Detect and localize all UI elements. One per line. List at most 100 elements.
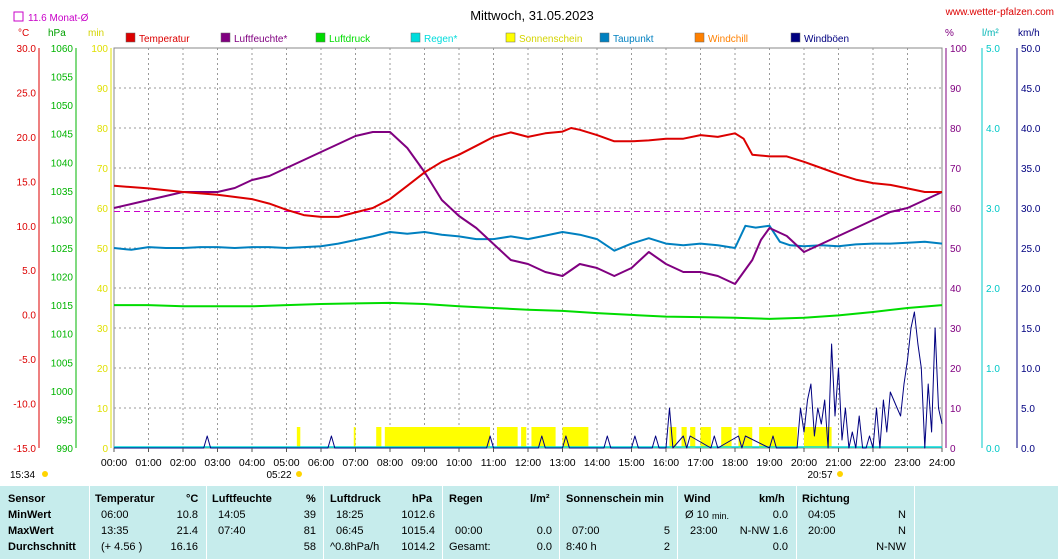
col-divider	[442, 486, 443, 559]
hdr-lf-unit: %	[306, 493, 316, 505]
humidity-axis-tick-label: 60	[950, 204, 962, 215]
min-wind-sub: min.	[712, 511, 730, 521]
temperature-axis-tick-label: 25.0	[17, 88, 37, 99]
row-label-min: MinWert	[8, 509, 52, 521]
sunshine-axis-tick-label: 70	[97, 164, 109, 175]
max-regen-value: 0.0	[536, 525, 552, 537]
avg-regen-label: Gesamt:	[449, 541, 491, 553]
wind-axis-tick-label: 30.0	[1021, 204, 1041, 215]
pressure-axis-tick-label: 1005	[51, 358, 74, 369]
x-tick-label: 11:00	[481, 457, 507, 469]
pressure-axis-tick-label: 1000	[51, 387, 74, 398]
avg-dir-value: N-NW	[876, 541, 906, 553]
monat-marker-icon	[13, 11, 24, 22]
wind-axis-tick-label: 15.0	[1021, 324, 1041, 335]
pressure-axis-tick-label: 1060	[51, 44, 74, 55]
sunshine-bar	[804, 427, 832, 448]
pressure-axis-tick-label: 1040	[51, 158, 74, 169]
series-line-temperatur	[113, 127, 942, 218]
x-tick-label: 12:00	[515, 457, 541, 469]
sunshine-bar	[384, 427, 491, 448]
x-tick-label: 24:00	[929, 457, 955, 469]
max-regen-time: 00:00	[455, 525, 483, 537]
min-dir-time: 04:05	[808, 509, 836, 521]
avg-ld-value: 1014.2	[401, 541, 435, 553]
temperature-axis-tick-label: 20.0	[17, 133, 37, 144]
chart-legend: Temperatur Luftfeuchte* Luftdruck Regen* Son…	[125, 32, 849, 45]
min-dir-value: N	[898, 509, 906, 521]
stamp-label: 15:34	[10, 470, 35, 481]
wind-axis-tick-label: 35.0	[1021, 164, 1041, 175]
rain-axis-tick-label: 0.0	[986, 444, 1000, 455]
legend-swatch	[125, 32, 136, 43]
legend-swatch	[220, 32, 231, 43]
pressure-axis-tick-label: 1010	[51, 330, 74, 341]
x-tick-label: 07:00	[342, 457, 368, 469]
rain-axis-tick-label: 3.0	[986, 204, 1000, 215]
min-wind-time: Ø 10	[685, 509, 709, 521]
sunshine-bar	[376, 427, 382, 448]
legend-swatch	[599, 32, 610, 43]
avg-sonne-total: 8:40 h	[566, 541, 597, 553]
col-divider	[89, 486, 90, 559]
right-axes: 10090807060504030201005.04.03.02.01.00.0…	[945, 44, 1041, 455]
x-tick-label: 03:00	[204, 457, 230, 469]
avg-ld-trend: ^0.8hPa/h	[330, 541, 380, 553]
avg-sonne-value: 2	[663, 541, 670, 553]
legend-label: Windchill	[708, 34, 748, 45]
x-tick-label: 01:00	[135, 457, 161, 469]
legend-label: Taupunkt	[613, 34, 654, 45]
rain-axis-tick-label: 1.0	[986, 364, 1000, 375]
humidity-axis-tick-label: 10	[950, 404, 962, 415]
sunshine-bar	[669, 427, 677, 448]
sunshine-axis-tick-label: 10	[97, 404, 109, 415]
x-axis-labels: 00:00 01:00 02:00 03:00 04:00 05:00 06:00 07:00…	[101, 448, 955, 469]
x-tick-label: 09:00	[411, 457, 437, 469]
sunshine-bar	[700, 427, 711, 448]
x-tick-label: 15:00	[618, 457, 644, 469]
max-dir-time: 20:00	[808, 525, 836, 537]
wind-axis-tick-label: 0.0	[1021, 444, 1035, 455]
temperature-axis-tick-label: -10.0	[13, 400, 36, 411]
max-sonne-time: 07:00	[572, 525, 600, 537]
x-tick-label: 10:00	[446, 457, 472, 469]
site-link[interactable]: www.wetter-pfalzen.com	[945, 7, 1054, 18]
temperature-axis-tick-label: 0.0	[22, 311, 36, 322]
temperature-axis-tick-label: 10.0	[17, 222, 37, 233]
series-line-taupunkt	[113, 224, 943, 252]
unit-hpa: hPa	[48, 28, 66, 39]
min-temp-time: 06:00	[101, 509, 129, 521]
legend-swatch	[410, 32, 421, 43]
sunshine-axis-tick-label: 20	[97, 364, 109, 375]
hdr-temp-unit: °C	[186, 493, 199, 505]
x-tick-label: 19:00	[756, 457, 782, 469]
sunshine-axis-tick-label: 40	[97, 284, 109, 295]
pressure-axis-tick-label: 1030	[51, 215, 74, 226]
series-line-luftdruck	[114, 301, 943, 320]
x-tick-label: 22:00	[860, 457, 886, 469]
humidity-axis-tick-label: 70	[950, 164, 962, 175]
x-tick-label: 16:00	[653, 457, 679, 469]
x-tick-label: 17:00	[687, 457, 713, 469]
sunshine-axis-tick-label: 100	[91, 44, 108, 55]
unit-celsius: °C	[18, 28, 29, 39]
sunshine-bar	[296, 427, 301, 448]
sunshine-bar	[562, 427, 589, 448]
row-label-max: MaxWert	[8, 525, 54, 537]
legend-label: Regen*	[424, 34, 457, 45]
legend-label: Sonnenschein	[519, 34, 582, 45]
wind-axis-tick-label: 40.0	[1021, 124, 1041, 135]
pressure-axis-tick-label: 1015	[51, 301, 74, 312]
min-wind-value: 0.0	[772, 509, 788, 521]
hdr-regen: Regen	[449, 493, 483, 505]
legend-swatch	[505, 32, 516, 43]
series-line-luftfeuchte	[113, 131, 943, 285]
plot-grid	[113, 47, 943, 449]
avg-temp-delta: (+ 4.56 )	[101, 541, 143, 553]
rain-axis-tick-label: 4.0	[986, 124, 1000, 135]
legend-label: Luftdruck	[329, 34, 371, 45]
pressure-axis-tick-label: 1050	[51, 101, 74, 112]
x-tick-label: 05:00	[273, 457, 299, 469]
max-temp-time: 13:35	[101, 525, 129, 537]
sunshine-axis-tick-label: 60	[97, 204, 109, 215]
